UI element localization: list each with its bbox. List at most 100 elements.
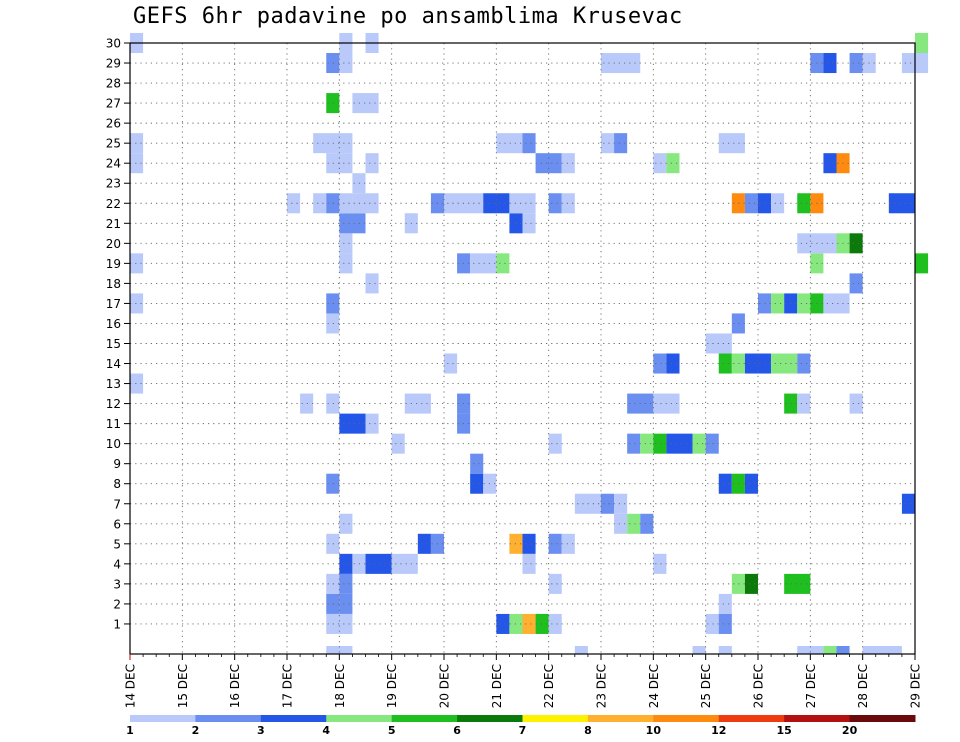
- heatmap-cell: [731, 473, 745, 494]
- colorbar-swatch: [260, 715, 327, 722]
- heatmap-cell: [339, 553, 353, 574]
- heatmap-cell: [718, 613, 732, 634]
- heatmap-cell: [614, 133, 628, 154]
- heatmap-cell: [339, 413, 366, 434]
- x-tick-label: 28 DEC: [856, 664, 870, 708]
- heatmap-cell: [326, 193, 340, 214]
- y-tick-label: 12: [106, 397, 121, 411]
- y-tick-label: 20: [106, 237, 121, 251]
- heatmap-cell: [653, 553, 667, 574]
- y-tick-label: 8: [113, 477, 121, 491]
- colorbar-label: 7: [519, 724, 527, 737]
- colorbar-swatch: [391, 715, 458, 722]
- x-tick-label: 25 DEC: [699, 664, 713, 708]
- heatmap-cell: [849, 393, 863, 414]
- heatmap-cell: [731, 313, 745, 334]
- heatmap-cell: [614, 513, 628, 534]
- heatmap-cell: [548, 533, 562, 554]
- colorbar-label: 12: [711, 724, 726, 737]
- heatmap-cell: [601, 53, 641, 74]
- colorbar-swatch: [130, 715, 196, 722]
- x-tick-label: 17 DEC: [281, 664, 295, 708]
- heatmap-cell: [339, 193, 353, 214]
- heatmap-cell: [522, 133, 536, 154]
- heatmap-cell: [470, 453, 484, 474]
- heatmap-cell: [849, 53, 863, 74]
- colorbar-swatch: [587, 715, 654, 722]
- heatmap-cell: [287, 193, 301, 214]
- heatmap-cell: [666, 433, 693, 454]
- heatmap-cell: [326, 613, 353, 634]
- heatmap-cell: [300, 393, 314, 414]
- colorbar-swatch: [653, 715, 720, 722]
- colorbar: 1 2 3 4 5 6 7 8 10 12 15 20: [126, 715, 916, 737]
- heatmap-cell: [326, 573, 340, 594]
- x-axis: 14 DEC 15 DEC 16 DEC 17 DEC 18 DEC 19 DEC 20 D…: [124, 654, 923, 708]
- y-tick-label: 23: [106, 177, 121, 191]
- colorbar-swatch: [522, 715, 589, 722]
- y-tick-label: 26: [106, 117, 121, 131]
- heatmap-cell: [483, 193, 510, 214]
- x-tick-label: 22 DEC: [542, 664, 556, 708]
- heatmap-cell: [326, 393, 340, 414]
- heatmap-cell: [849, 273, 863, 294]
- heatmap-cell: [784, 573, 811, 594]
- heatmap-cell: [849, 233, 863, 254]
- heatmap-cell: [391, 553, 418, 574]
- heatmap-cell: [731, 573, 745, 594]
- heatmap-cell: [365, 553, 392, 574]
- heatmap-cell: [666, 153, 680, 174]
- heatmap-cell: [915, 32, 929, 54]
- heatmap-cell: [797, 393, 811, 414]
- heatmap-cell: [522, 613, 536, 634]
- heatmap-cell: [352, 193, 379, 214]
- colorbar-label: 6: [453, 724, 461, 737]
- heatmap-cell: [548, 433, 562, 454]
- colorbar-label: 10: [646, 724, 662, 737]
- heatmap-cell: [548, 613, 562, 634]
- y-tick-label: 18: [106, 277, 121, 291]
- heatmap-cell: [705, 613, 719, 634]
- heatmap-cell: [901, 493, 915, 514]
- x-tick-label: 24 DEC: [647, 664, 661, 708]
- heatmap-cell: [718, 133, 745, 154]
- x-tick-label: 19 DEC: [385, 664, 399, 708]
- heatmap-cell: [496, 253, 510, 274]
- heatmap-cell: [339, 593, 353, 614]
- heatmap-cell: [404, 393, 431, 414]
- heatmap-cell: [718, 646, 732, 654]
- heatmap-cell: [326, 533, 340, 554]
- y-tick-label: 19: [106, 257, 121, 271]
- y-tick-label: 25: [106, 137, 121, 151]
- colorbar-swatch: [849, 715, 916, 722]
- x-tick-label: 29 DEC: [909, 664, 923, 708]
- heatmap-cell: [509, 193, 536, 214]
- heatmap-cell: [653, 433, 667, 454]
- y-tick-label: 15: [106, 337, 121, 351]
- y-tick-label: 27: [106, 97, 121, 111]
- heatmap-cell: [666, 353, 680, 374]
- heatmap-cell: [601, 133, 615, 154]
- colorbar-label: 20: [842, 724, 858, 737]
- heatmap-cell: [888, 193, 915, 214]
- x-tick-label: 18 DEC: [333, 664, 347, 708]
- colorbar-swatch: [326, 715, 393, 722]
- x-tick-label: 14 DEC: [124, 664, 138, 708]
- heatmap-cell: [548, 193, 562, 214]
- heatmap-cell: [797, 193, 811, 214]
- heatmap-cell: [130, 253, 144, 274]
- heatmap-cell: [339, 513, 353, 534]
- heatmap-cell: [339, 213, 366, 234]
- heatmap-cell: [496, 133, 523, 154]
- heatmap-cell: [522, 213, 536, 234]
- heatmap-cell: [771, 293, 785, 314]
- heatmap-cell: [561, 193, 575, 214]
- heatmap-cell: [744, 573, 758, 594]
- heatmap-cell: [417, 533, 431, 554]
- y-tick-label: 9: [113, 457, 121, 471]
- heatmap-cell: [627, 433, 641, 454]
- heatmap-cell: [365, 153, 379, 174]
- heatmap-cell: [470, 473, 484, 494]
- colorbar-label: 4: [322, 724, 330, 737]
